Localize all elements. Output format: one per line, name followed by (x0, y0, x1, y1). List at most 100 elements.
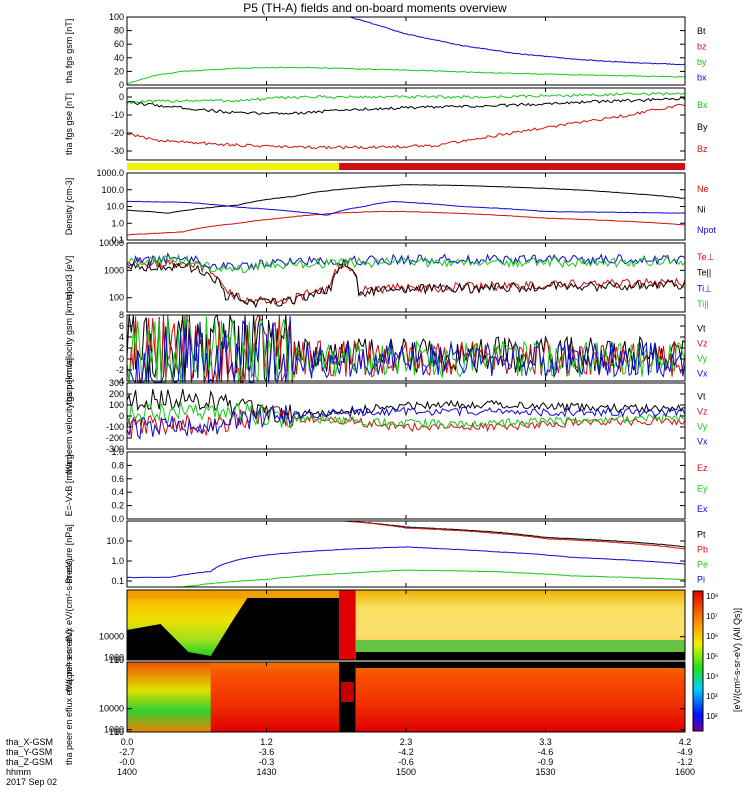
panel-6-legend-4: Vx (697, 369, 708, 379)
time-row-value: -0.3 (259, 757, 275, 767)
panel-9-legend-2: Pb (697, 545, 708, 555)
panel-7-legend-1: Vt (697, 392, 706, 402)
panel-4-ylabel: Density [cm-3] (64, 178, 74, 236)
colorbar-tick-label: 10⁵ (706, 652, 718, 661)
time-row-label-tha_Z-GSM: tha_Z-GSM (6, 757, 53, 767)
series-line-by (126, 66, 686, 85)
time-row-value: 1530 (535, 767, 555, 777)
panel-10-ytick-label: 1000 (104, 653, 124, 663)
panel-4-ytick-label: 10.0 (106, 202, 124, 212)
panel-8-legend-2: Ey (697, 484, 708, 494)
panel-9-ytick-label: 1.0 (111, 556, 124, 566)
panel-6-ytick-label: 4 (119, 332, 124, 342)
panel-1-ytick-label: 60 (114, 39, 124, 49)
panel-7-legend-2: Vz (697, 407, 708, 417)
panel-7-ytick-label: 100 (109, 400, 124, 410)
panel-6-legend-2: Vz (697, 339, 708, 349)
panel-8-ylabel: E=-VxB [mV/m] (64, 455, 74, 517)
panel-11-ytick-label: 1000 (104, 725, 124, 735)
panel-2-frame (126, 87, 686, 161)
panel-1-ytick-label: 40 (114, 53, 124, 63)
panel-6-legend-3: Vy (697, 354, 708, 364)
panel-2-ytick-label: -10 (111, 110, 124, 120)
panel-4-legend-2: Ni (697, 205, 706, 215)
panel-7-ytick-label: -200 (106, 433, 124, 443)
panel-8-ytick-label: 1.0 (111, 447, 124, 457)
series-line-Pe (182, 569, 686, 588)
colorbar-tick-label: 10⁷ (706, 612, 718, 621)
time-row-value: -4.2 (398, 747, 414, 757)
series-line-Pb (344, 520, 686, 550)
panel-1-ytick-label: 0 (119, 80, 124, 90)
panel-2-legend-1: Bx (697, 100, 708, 110)
series-line-Te⊥ (126, 257, 686, 306)
panel-5-ytick-label: 1000 (104, 265, 124, 275)
ion-spectrogram-band (127, 590, 340, 598)
mode-bar-segment-2 (339, 163, 685, 170)
time-row-label-tha_X-GSM: tha_X-GSM (6, 737, 53, 747)
panel-11-ytick-label: 10 (114, 727, 124, 737)
colorbar-tick-label: 10³ (706, 692, 718, 701)
panel-9-ylabel: Pressure [nPa] (64, 524, 74, 584)
panel-2-ytick-label: -20 (111, 128, 124, 138)
panel-2-ytick-label: -30 (111, 146, 124, 156)
panel-8-ytick-label: 0.0 (111, 514, 124, 524)
ion-spectrogram-gap (339, 590, 356, 660)
electron-spectrogram-top (355, 662, 685, 668)
panel-6-ytick-label: 6 (119, 321, 124, 331)
panel-2-legend-2: By (697, 122, 708, 132)
colorbar-tick-label: 10⁸ (706, 592, 718, 601)
time-row-value: 1500 (396, 767, 416, 777)
series-line-Pt (344, 520, 686, 548)
panel-6-ylabel: tha peim velocity gsm [km/s] (64, 291, 74, 404)
panel-1-ytick-label: 100 (109, 12, 124, 22)
time-row-value: 2.3 (400, 737, 413, 747)
panel-1-ylabel: tha fgs gsm [nT] (64, 19, 74, 84)
series-line-Vx (126, 404, 686, 440)
series-line-Pi (126, 546, 686, 579)
panel-1-legend-3: by (697, 57, 707, 67)
electron-spectrogram-gap-band (341, 682, 354, 702)
panel-10-ytick-label: 10000 (99, 632, 124, 642)
panel-1-ytick-label: 80 (114, 26, 124, 36)
panel-6-ytick-label: 0 (119, 354, 124, 364)
series-line-Bx (126, 91, 686, 105)
panel-1-legend-4: bx (697, 72, 707, 82)
panel-8-legend-1: Ez (697, 463, 708, 473)
panel-7-legend-4: Vx (697, 437, 708, 447)
panel-5-ylabel: moat3 [eV] (64, 256, 74, 300)
panel-4-legend-3: Npot (697, 225, 717, 235)
panel-8-ytick-label: 0.6 (111, 474, 124, 484)
panel-7-ytick-label: -100 (106, 422, 124, 432)
panel-8-ytick-label: 0.8 (111, 460, 124, 470)
panel-2-ylabel: tha fgs gse [nT] (64, 93, 74, 155)
panel-7-ytick-label: -300 (106, 444, 124, 454)
panel-8-ytick-label: 0.4 (111, 487, 124, 497)
colorbar-label: [eV/(cm²-s-sr-eV) (All Qs)] (732, 608, 742, 712)
panel-6-ytick-label: -4 (116, 376, 124, 386)
panel-7-ylabel: tha peem velocity gsm [km/s] (64, 358, 74, 474)
panel-11-ytick-label: 100 (109, 727, 124, 737)
panel-7-ytick-label: 300 (109, 378, 124, 388)
time-row-value: 1600 (675, 767, 695, 777)
panel-1-legend-1: Bt (697, 26, 706, 36)
panel-11-ytick-label: 10000 (99, 704, 124, 714)
panel-9-ytick-label: 10.0 (106, 536, 124, 546)
panel-4-ytick-label: 100.0 (101, 185, 124, 195)
panel-10-ytick-label: 10 (114, 655, 124, 665)
panel-10-ylabel: tha peir en eflux eV/(cm²-s-sr-eV) (64, 558, 74, 691)
panel-8-frame (126, 451, 686, 520)
series-line-Ne (126, 210, 686, 236)
ion-spectrogram-low (355, 640, 685, 652)
electron-spectrogram-region (355, 662, 685, 732)
date-label: 2017 Sep 02 (6, 777, 57, 787)
time-row-value: -0.6 (398, 757, 414, 767)
series-line-Vx (127, 316, 686, 384)
series-line-Vt (126, 389, 686, 426)
colorbar-tick-label: 10⁴ (706, 672, 719, 681)
panel-7-ytick-label: 200 (109, 389, 124, 399)
panel-4-ytick-label: 1000.0 (96, 168, 124, 178)
time-row-value: 1430 (256, 767, 276, 777)
panel-5-ytick-label: 100 (109, 293, 124, 303)
page-title: P5 (TH-A) fields and on-board moments ov… (243, 1, 507, 15)
